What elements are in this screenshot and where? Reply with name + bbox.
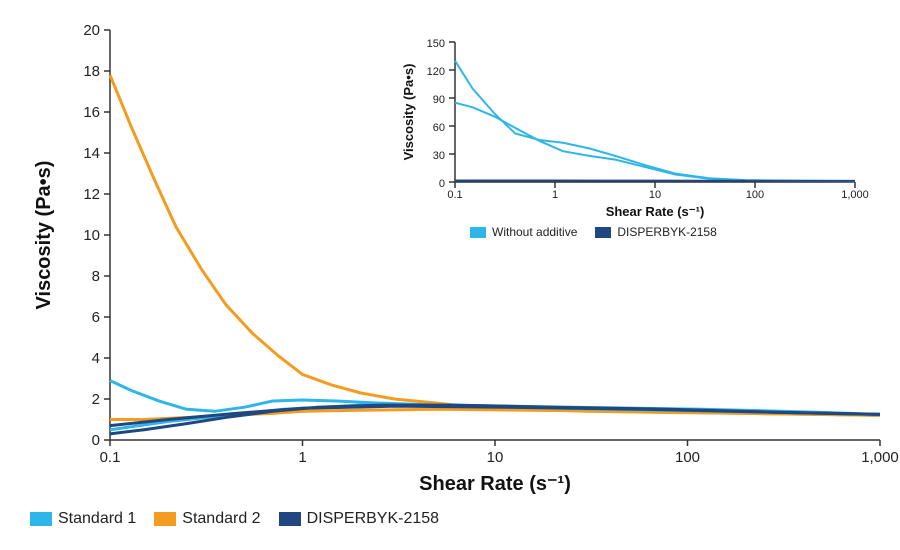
svg-text:0.1: 0.1	[447, 189, 462, 201]
svg-text:0: 0	[439, 178, 445, 190]
svg-text:12: 12	[83, 186, 100, 203]
legend-label: Standard 1	[58, 510, 136, 528]
svg-text:2: 2	[92, 391, 100, 408]
legend-swatch	[470, 227, 486, 238]
svg-text:1: 1	[298, 449, 306, 466]
legend-main: Standard 1 Standard 2 DISPERBYK-2158	[30, 510, 439, 528]
svg-text:100: 100	[746, 189, 764, 201]
svg-text:90: 90	[433, 94, 445, 106]
svg-text:14: 14	[83, 145, 100, 162]
main-chart: 024681012141618200.11101001,000Viscosity…	[0, 0, 900, 550]
svg-text:10: 10	[83, 227, 100, 244]
legend-swatch	[154, 512, 176, 526]
svg-text:0.1: 0.1	[100, 449, 121, 466]
legend-label: Without additive	[492, 225, 577, 239]
svg-text:30: 30	[433, 150, 445, 162]
legend-swatch	[595, 227, 611, 238]
legend-item: DISPERBYK-2158	[279, 510, 440, 528]
legend-label: DISPERBYK-2158	[617, 225, 716, 239]
svg-text:10: 10	[649, 189, 661, 201]
svg-text:Shear Rate (s⁻¹): Shear Rate (s⁻¹)	[606, 204, 705, 219]
legend-swatch	[30, 512, 52, 526]
legend-swatch	[279, 512, 301, 526]
legend-item: Standard 1	[30, 510, 136, 528]
svg-text:150: 150	[427, 38, 445, 50]
svg-text:6: 6	[92, 309, 100, 326]
legend-inset: Without additive DISPERBYK-2158	[470, 225, 717, 239]
svg-text:120: 120	[427, 66, 445, 78]
svg-text:18: 18	[83, 63, 100, 80]
svg-text:10: 10	[487, 449, 504, 466]
svg-text:Shear Rate (s⁻¹): Shear Rate (s⁻¹)	[419, 473, 571, 495]
svg-text:Viscosity (Pa•s): Viscosity (Pa•s)	[33, 161, 55, 310]
svg-text:0: 0	[92, 432, 100, 449]
legend-label: DISPERBYK-2158	[307, 510, 440, 528]
svg-text:1,000: 1,000	[861, 449, 899, 466]
legend-label: Standard 2	[182, 510, 260, 528]
legend-item: Without additive	[470, 225, 577, 239]
svg-text:1,000: 1,000	[841, 189, 869, 201]
svg-text:16: 16	[83, 104, 100, 121]
svg-text:100: 100	[675, 449, 700, 466]
svg-text:8: 8	[92, 268, 100, 285]
svg-text:1: 1	[552, 189, 558, 201]
legend-item: Standard 2	[154, 510, 260, 528]
svg-text:20: 20	[83, 22, 100, 39]
svg-text:4: 4	[92, 350, 100, 367]
svg-text:Viscosity (Pa•s): Viscosity (Pa•s)	[401, 64, 416, 161]
legend-item: DISPERBYK-2158	[595, 225, 716, 239]
svg-text:60: 60	[433, 122, 445, 134]
